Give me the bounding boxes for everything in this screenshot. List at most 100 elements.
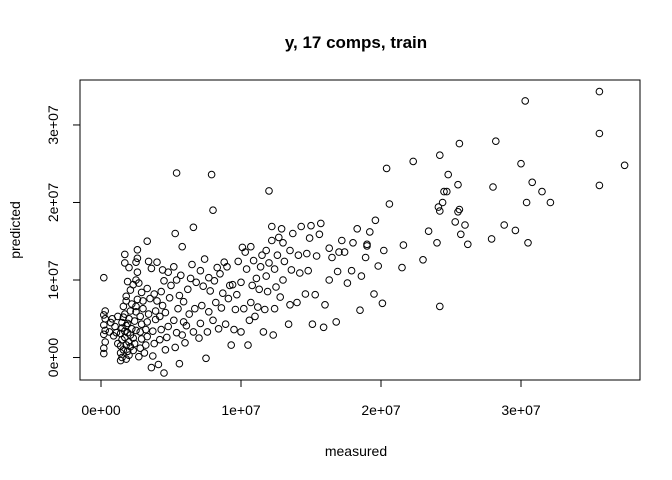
data-point <box>263 287 272 296</box>
data-point <box>265 259 273 267</box>
data-point <box>153 258 161 267</box>
data-point <box>151 307 160 315</box>
data-point <box>156 335 164 344</box>
data-point <box>200 255 209 263</box>
data-point <box>143 332 151 341</box>
x-axis: 0e+00 1e+07 2e+07 3e+07 <box>81 379 541 418</box>
data-point <box>139 297 147 305</box>
data-point <box>259 328 268 336</box>
data-point <box>433 239 441 247</box>
x-axis-label: measured <box>325 443 387 459</box>
data-point <box>438 198 447 207</box>
data-point <box>325 244 334 252</box>
data-point <box>311 290 320 299</box>
data-point <box>129 346 137 355</box>
data-point <box>133 295 142 304</box>
data-point <box>189 223 198 232</box>
data-point <box>189 328 198 336</box>
data-point <box>161 308 170 317</box>
data-point <box>258 251 266 259</box>
data-point <box>202 354 210 363</box>
x-tick-label: 3e+07 <box>501 402 541 418</box>
data-point <box>374 262 383 270</box>
data-point <box>443 187 451 196</box>
data-point <box>132 302 140 311</box>
data-point <box>245 316 254 325</box>
data-point <box>223 263 231 271</box>
data-point <box>228 280 237 289</box>
data-point <box>172 169 181 177</box>
data-point <box>205 308 213 316</box>
data-point <box>191 304 199 313</box>
data-point <box>139 304 147 313</box>
data-point <box>157 287 165 296</box>
data-point <box>101 326 109 335</box>
data-point <box>226 281 234 290</box>
data-point <box>125 263 133 272</box>
data-point <box>207 170 216 179</box>
data-point <box>255 285 264 294</box>
data-point <box>144 310 153 318</box>
data-point <box>164 268 172 277</box>
data-point <box>175 291 184 300</box>
data-point <box>158 301 167 310</box>
data-point <box>160 369 168 377</box>
data-point <box>196 266 205 275</box>
data-point <box>178 331 186 339</box>
data-point <box>186 274 195 283</box>
data-point <box>181 339 189 347</box>
data-point <box>135 279 143 287</box>
data-point <box>121 259 129 267</box>
data-point <box>249 256 258 265</box>
chart-title: y, 17 comps, train <box>285 33 427 52</box>
data-point <box>522 198 531 207</box>
data-point <box>247 298 255 307</box>
data-point <box>237 328 245 336</box>
data-point <box>244 341 252 349</box>
data-point <box>112 328 121 337</box>
data-point <box>188 260 196 269</box>
data-point <box>357 272 366 280</box>
data-point <box>457 230 465 239</box>
data-point <box>489 183 497 191</box>
x-tick-label: 0e+00 <box>81 402 121 418</box>
data-point <box>122 292 130 301</box>
data-point <box>261 305 269 314</box>
data-point <box>528 178 537 187</box>
data-point <box>286 246 294 255</box>
data-point <box>130 317 139 325</box>
data-point <box>133 268 142 277</box>
data-point <box>293 298 301 307</box>
data-point <box>205 273 213 282</box>
data-point <box>321 301 329 309</box>
data-point <box>132 258 140 267</box>
data-point <box>317 219 325 228</box>
data-point <box>262 272 271 280</box>
data-point <box>214 325 223 333</box>
data-point <box>147 363 156 372</box>
data-point <box>240 304 248 313</box>
data-point <box>409 157 418 166</box>
data-point <box>500 221 509 229</box>
data-point <box>100 273 108 282</box>
data-point <box>252 274 261 283</box>
data-point <box>308 320 317 329</box>
data-point <box>209 206 217 214</box>
data-point <box>195 334 203 342</box>
data-point <box>242 265 251 273</box>
data-point <box>444 170 453 179</box>
data-point <box>170 263 178 271</box>
data-point <box>280 257 289 266</box>
data-point <box>177 271 185 280</box>
data-point <box>167 281 175 290</box>
data-point <box>122 297 130 305</box>
data-point <box>149 327 157 336</box>
data-point <box>133 246 142 254</box>
data-point <box>256 263 265 271</box>
data-point <box>150 339 158 348</box>
data-point <box>185 310 193 318</box>
data-point <box>100 349 108 358</box>
data-point <box>382 164 391 173</box>
data-point <box>230 325 238 334</box>
